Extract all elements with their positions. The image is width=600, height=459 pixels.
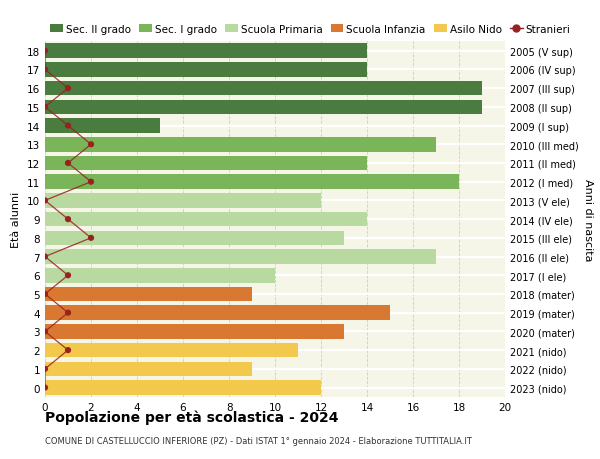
Point	[63, 160, 73, 167]
Point	[40, 104, 50, 111]
Y-axis label: Età alunni: Età alunni	[11, 191, 22, 248]
Bar	[45, 325, 344, 339]
Bar	[45, 250, 436, 264]
Bar	[45, 306, 390, 320]
Bar	[45, 194, 321, 208]
Bar	[45, 213, 367, 227]
Bar	[45, 44, 367, 59]
Point	[63, 216, 73, 224]
Bar	[45, 101, 482, 115]
Point	[86, 235, 96, 242]
Bar	[45, 82, 482, 96]
Bar	[45, 381, 321, 395]
Bar	[45, 63, 367, 78]
Point	[86, 141, 96, 149]
Point	[40, 67, 50, 74]
Text: Popolazione per età scolastica - 2024: Popolazione per età scolastica - 2024	[45, 410, 338, 425]
Bar	[45, 138, 436, 152]
Point	[40, 328, 50, 336]
Point	[40, 384, 50, 392]
Point	[63, 123, 73, 130]
Bar	[45, 119, 160, 134]
Bar	[45, 343, 298, 358]
Bar	[45, 175, 459, 190]
Point	[63, 347, 73, 354]
Point	[86, 179, 96, 186]
Point	[63, 272, 73, 280]
Bar	[45, 231, 344, 246]
Bar	[45, 269, 275, 283]
Point	[40, 365, 50, 373]
Bar	[45, 157, 367, 171]
Point	[40, 197, 50, 205]
Point	[40, 253, 50, 261]
Bar	[45, 287, 252, 302]
Point	[40, 291, 50, 298]
Point	[63, 309, 73, 317]
Point	[63, 85, 73, 93]
Legend: Sec. II grado, Sec. I grado, Scuola Primaria, Scuola Infanzia, Asilo Nido, Stran: Sec. II grado, Sec. I grado, Scuola Prim…	[50, 24, 571, 34]
Y-axis label: Anni di nascita: Anni di nascita	[583, 179, 593, 261]
Point	[40, 48, 50, 55]
Text: COMUNE DI CASTELLUCCIO INFERIORE (PZ) - Dati ISTAT 1° gennaio 2024 - Elaborazion: COMUNE DI CASTELLUCCIO INFERIORE (PZ) - …	[45, 436, 472, 445]
Bar	[45, 362, 252, 376]
